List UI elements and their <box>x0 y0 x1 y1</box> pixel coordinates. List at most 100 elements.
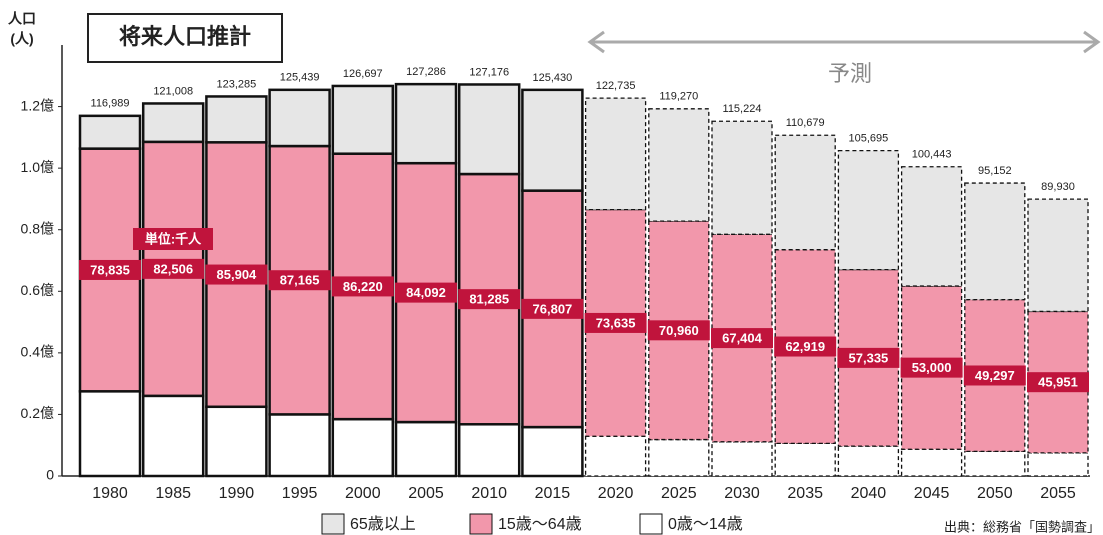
projection-label: 予測 <box>828 61 872 86</box>
total-label: 125,439 <box>280 72 320 84</box>
arrow-head <box>1083 30 1101 54</box>
data-label: 49,297 <box>975 368 1015 383</box>
data-label: 57,335 <box>849 350 889 365</box>
total-label: 116,989 <box>91 98 130 110</box>
data-label-box <box>395 282 457 303</box>
bar-segment <box>584 97 647 211</box>
y-label: 人口 <box>8 11 36 27</box>
bar-segment <box>711 120 773 235</box>
y-tick-label: 0.2億 <box>21 405 54 421</box>
bar-segment <box>205 405 268 478</box>
x-tick-label: 2030 <box>724 485 760 502</box>
bar-segment <box>584 435 647 477</box>
x-tick-label: 1995 <box>282 485 318 502</box>
bar-segment <box>78 390 142 478</box>
total-label: 121,008 <box>153 85 193 97</box>
data-label: 67,404 <box>722 331 763 346</box>
y-label: (人) <box>10 31 33 47</box>
chart-title: 将来人口推計 <box>119 24 251 49</box>
bar-segment <box>774 442 836 477</box>
total-label: 105,695 <box>849 133 889 145</box>
x-tick-label: 2045 <box>914 485 950 502</box>
x-tick-label: 2000 <box>345 485 381 502</box>
x-tick-label: 1990 <box>219 485 255 502</box>
data-label: 53,000 <box>912 360 952 375</box>
source: 出典：総務省「国勢調査」 <box>944 519 1100 534</box>
y-tick-label: 1.0億 <box>21 159 54 175</box>
data-label-box <box>142 258 205 279</box>
bar-segment <box>837 149 900 271</box>
title-box <box>87 13 283 63</box>
legend-swatch <box>469 513 493 535</box>
data-label-box <box>331 276 394 297</box>
total-label: 122,735 <box>596 80 636 92</box>
data-label: 45,951 <box>1038 375 1078 390</box>
total-label: 127,286 <box>406 66 446 78</box>
bar-segment <box>774 134 836 251</box>
total-label: 125,430 <box>533 72 573 84</box>
x-tick-label: 2005 <box>408 485 444 502</box>
x-tick-label: 2020 <box>598 485 634 502</box>
total-label: 119,270 <box>659 91 698 103</box>
data-label: 70,960 <box>659 323 699 338</box>
data-label: 73,635 <box>596 315 636 330</box>
x-tick-label: 2025 <box>661 485 697 502</box>
bar-segment <box>648 438 710 477</box>
data-label: 86,220 <box>343 279 383 294</box>
x-tick-label: 1980 <box>92 485 128 502</box>
total-label: 127,176 <box>469 66 509 78</box>
x-tick-label: 2050 <box>977 485 1013 502</box>
bar-segment <box>331 84 395 155</box>
x-tick-label: 2055 <box>1040 485 1076 502</box>
bar-segment <box>900 448 963 477</box>
data-label: 87,165 <box>280 273 320 288</box>
y-tick-label: 1.2億 <box>21 97 54 113</box>
total-label: 123,285 <box>217 78 257 90</box>
data-label: 78,835 <box>90 262 130 277</box>
bar-segment <box>521 88 584 192</box>
bar-segment <box>964 182 1026 301</box>
x-tick-label: 2015 <box>535 485 571 502</box>
bar-segment <box>521 425 584 478</box>
data-label-box <box>1027 372 1089 393</box>
data-label: 81,285 <box>469 292 509 307</box>
bar-segment <box>205 95 268 144</box>
bar-segment <box>394 82 458 165</box>
y-tick-label: 0 <box>46 467 54 483</box>
data-label: 84,092 <box>406 285 446 300</box>
data-label: 85,904 <box>217 267 258 282</box>
data-label: 82,506 <box>153 261 193 276</box>
arrow-head <box>587 30 605 54</box>
legend-swatch <box>639 513 663 535</box>
data-label-box <box>647 320 710 341</box>
data-label-box <box>268 270 331 291</box>
data-label-box <box>963 365 1026 386</box>
bar-segment <box>1027 452 1089 477</box>
unit-note: 単位:千人 <box>145 231 202 246</box>
legend-label: 0歳～14歳 <box>668 515 743 533</box>
data-label-box <box>900 357 963 378</box>
bar-segment <box>141 394 205 478</box>
data-label-box <box>774 336 837 357</box>
data-label-box <box>79 259 141 280</box>
bar-segment <box>1027 198 1089 313</box>
x-tick-label: 2010 <box>471 485 507 502</box>
bar-segment <box>268 413 331 478</box>
bar-segment <box>457 423 521 478</box>
data-label: 76,807 <box>533 301 573 316</box>
y-tick-label: 0.6億 <box>21 282 54 298</box>
legend-swatch <box>321 513 345 535</box>
data-label-box <box>458 289 521 310</box>
data-label-box <box>837 347 900 368</box>
data-label-box <box>205 264 268 285</box>
total-label: 115,224 <box>723 103 762 115</box>
x-tick-label: 2035 <box>787 485 823 502</box>
bar-segment <box>648 108 710 222</box>
legend-label: 65歳以上 <box>350 515 416 533</box>
bar-segment <box>964 450 1026 477</box>
total-label: 89,930 <box>1041 181 1075 193</box>
bar-segment <box>394 420 458 478</box>
total-label: 95,152 <box>978 165 1012 177</box>
bar-segment <box>711 441 773 477</box>
bar-segment <box>268 88 331 148</box>
